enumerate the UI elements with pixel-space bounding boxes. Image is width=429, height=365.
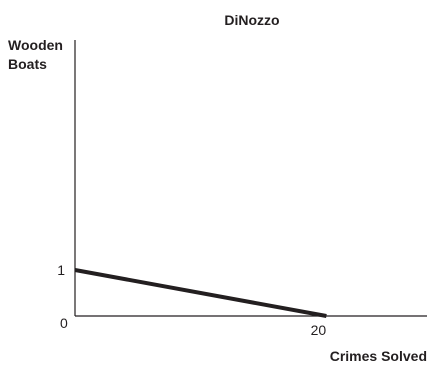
series-group: [74, 268, 327, 318]
y-tick-label: 1: [57, 262, 65, 278]
y-axis-label-line-2: Boats: [8, 56, 47, 72]
y-axis-label-line-1: Wooden: [8, 37, 63, 53]
x-ticks: 20: [311, 322, 327, 338]
series-line-0: [74, 268, 327, 318]
x-tick-label: 20: [311, 322, 327, 338]
y-ticks: 1: [57, 262, 65, 278]
x-axis-label: Crimes Solved: [330, 348, 427, 364]
chart-title: DiNozzo: [224, 12, 279, 28]
origin-label: 0: [60, 315, 68, 331]
